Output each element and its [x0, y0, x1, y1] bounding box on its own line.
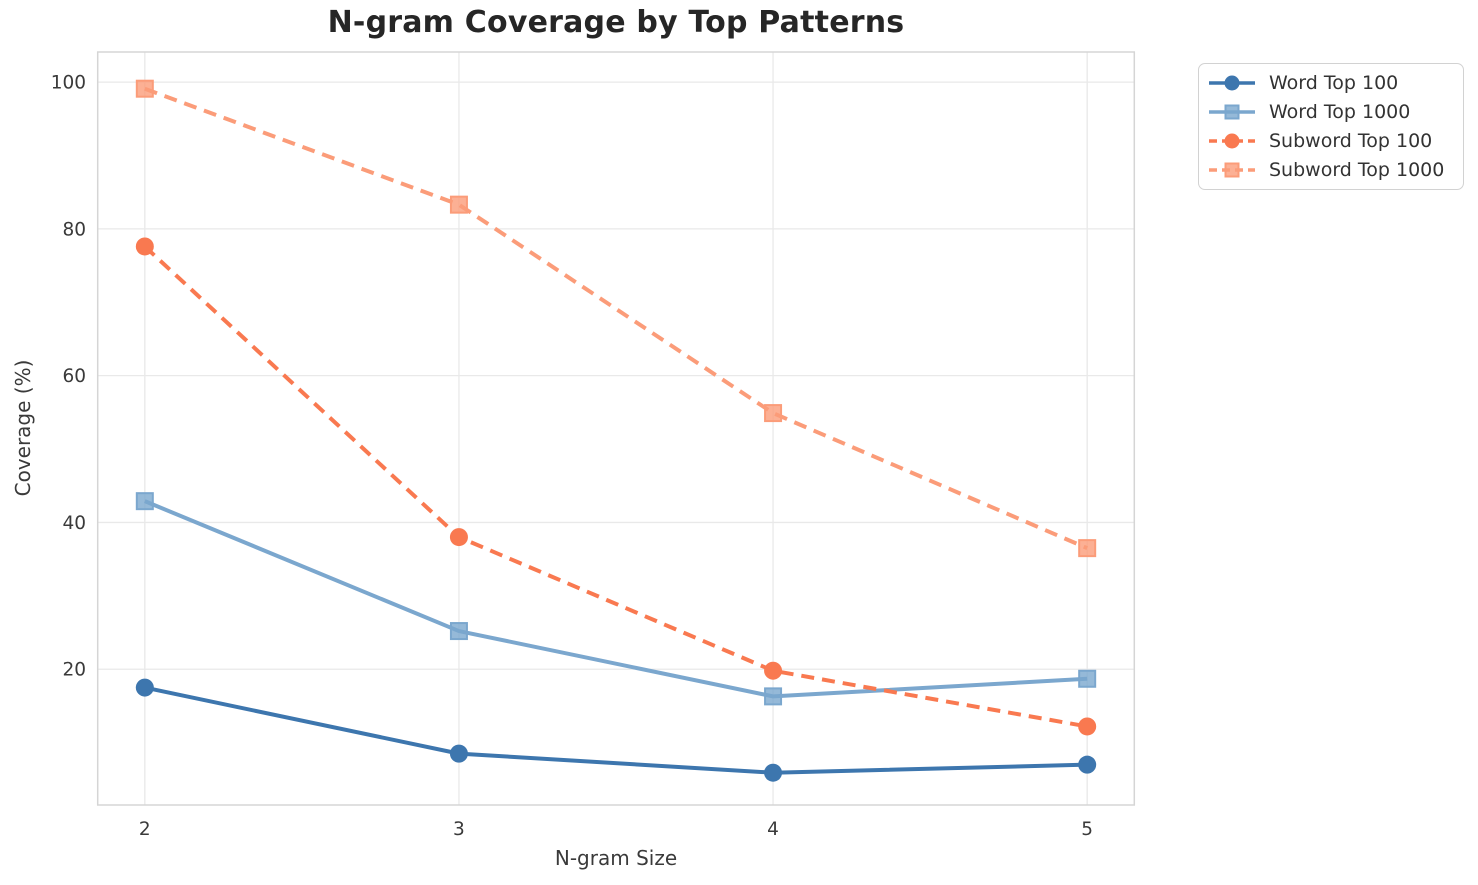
legend-box: Word Top 100 Word Top 1000 Subword Top 100…	[1198, 63, 1464, 190]
word-top-1000-point	[135, 492, 154, 511]
y-tick-label: 100	[51, 73, 86, 94]
y-tick-label: 20	[62, 660, 86, 681]
word-top-1000-point	[1078, 669, 1097, 688]
legend-label: Word Top 1000	[1269, 100, 1411, 123]
legend-item-word-top-1000: Word Top 1000	[1208, 98, 1455, 127]
legend-swatch-square-icon	[1209, 104, 1255, 120]
legend-marker	[1224, 162, 1240, 178]
legend-label: Subword Top 100	[1269, 129, 1433, 152]
y-axis-label: Coverage (%)	[11, 359, 35, 497]
word-top-100-point	[1078, 755, 1097, 774]
chart-title: N-gram Coverage by Top Patterns	[327, 5, 905, 40]
legend-marker	[1224, 133, 1240, 149]
series-line-word-top-1000	[144, 499, 1088, 699]
subword-top-100-point	[764, 661, 783, 680]
y-tick-label: 80	[62, 219, 86, 240]
legend-marker	[1224, 75, 1240, 91]
legend-item-subword-top-1000: Subword Top 1000	[1208, 156, 1455, 185]
word-top-100-point	[135, 678, 154, 697]
x-tick-label: 4	[767, 819, 779, 840]
x-tick-label: 5	[1081, 819, 1093, 840]
legend-item-subword-top-100: Subword Top 100	[1208, 127, 1455, 156]
subword-top-100-point	[135, 237, 154, 256]
series-line-word-top-100	[144, 685, 1088, 775]
word-top-1000-point	[449, 622, 468, 641]
y-tick-label: 60	[62, 366, 86, 387]
subword-top-1000-point	[764, 404, 783, 423]
y-tick-label: 40	[62, 513, 86, 534]
subword-top-100-point	[1078, 717, 1097, 736]
legend-swatch-circle-icon	[1209, 75, 1255, 91]
subword-top-1000-point	[1078, 539, 1097, 558]
subword-top-100-point	[449, 528, 468, 547]
legend-marker	[1224, 104, 1240, 120]
series-word-top-1000	[135, 492, 1097, 706]
legend-label: Subword Top 1000	[1269, 158, 1445, 181]
legend-swatch-circle-icon	[1209, 133, 1255, 149]
legend-label: Word Top 100	[1269, 71, 1399, 94]
series-subword-top-1000	[135, 79, 1097, 558]
series-subword-top-100	[135, 237, 1097, 736]
word-top-1000-point	[764, 687, 783, 706]
word-top-100-point	[764, 763, 783, 782]
gridlines	[97, 52, 1135, 805]
x-axis-label: N-gram Size	[554, 846, 678, 870]
series-line-subword-top-1000	[144, 86, 1088, 550]
plot-border	[96, 51, 1136, 806]
series-line-subword-top-100	[143, 245, 1088, 729]
x-tick-label: 3	[453, 819, 465, 840]
word-top-100-point	[449, 744, 468, 763]
x-tick-label: 2	[139, 819, 151, 840]
legend-swatch-square-icon	[1209, 162, 1255, 178]
legend-item-word-top-100: Word Top 100	[1208, 69, 1455, 98]
tick-labels: 2 3 4 5 20 40 60 80 100	[51, 73, 1093, 840]
series-word-top-100	[135, 678, 1097, 782]
subword-top-1000-point	[135, 79, 154, 98]
subword-top-1000-point	[449, 195, 468, 214]
